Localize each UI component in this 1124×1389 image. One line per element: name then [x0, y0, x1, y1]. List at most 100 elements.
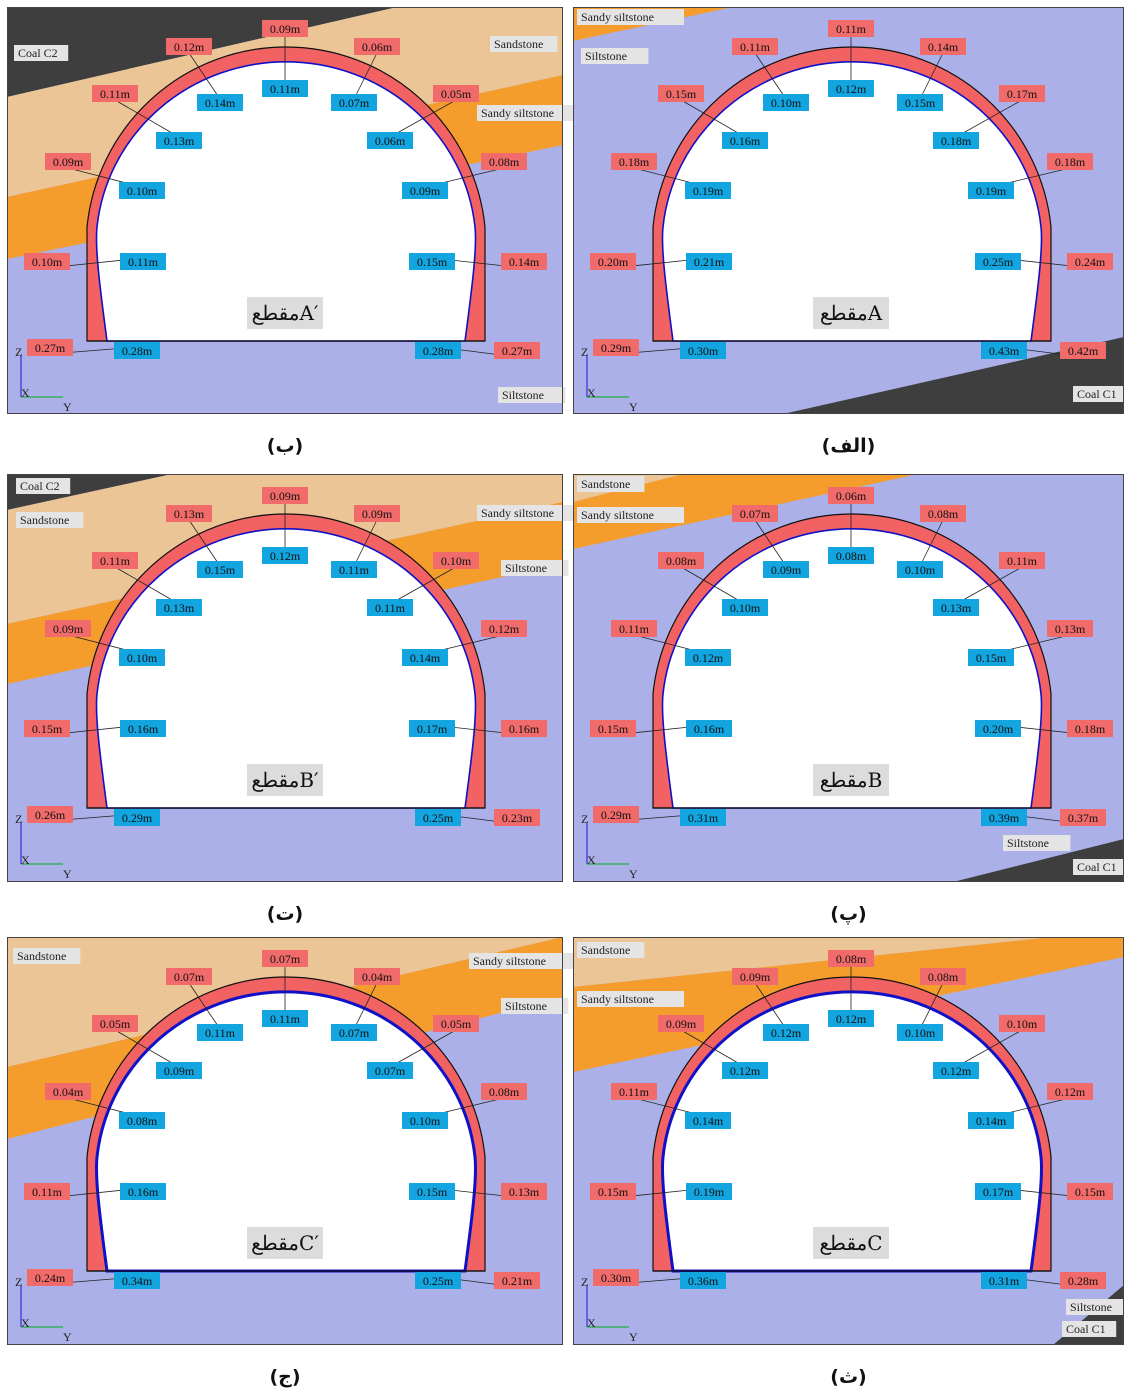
inner-thickness-box: [119, 182, 165, 199]
section-label: مقطعA′: [252, 301, 319, 325]
outer-thickness-label: 0.09m: [53, 155, 84, 169]
outer-thickness-label: 0.09m: [53, 622, 84, 636]
leader-line: [754, 982, 787, 1030]
outer-thickness-label: 0.11m: [740, 40, 771, 54]
outer-thickness-box: [1060, 1272, 1106, 1289]
outer-thickness-label: 0.10m: [441, 554, 472, 568]
outer-thickness-label: 0.11m: [100, 554, 131, 568]
inner-thickness-label: 0.16m: [730, 134, 761, 148]
outer-thickness-box: [481, 1083, 527, 1100]
leader-line: [353, 519, 378, 567]
outer-thickness-label: 0.29m: [601, 808, 632, 822]
panel-caption: (ت): [267, 903, 303, 925]
inner-thickness-label: 0.25m: [423, 811, 454, 825]
inner-thickness-label: 0.11m: [270, 82, 301, 96]
inner-thickness-label: 0.11m: [205, 1026, 236, 1040]
outer-thickness-label: 0.26m: [35, 808, 66, 822]
leader-line: [188, 52, 221, 100]
panel-p: 0.06m 0.07m 0.08m 0.08m 0.11m 0.11m 0.13m 0.15m…: [573, 474, 1124, 882]
panel-alef: 0.11m 0.11m 0.14m 0.15m 0.17m 0.18m 0.18m 0.20m…: [573, 7, 1124, 414]
inner-thickness-label: 0.19m: [976, 184, 1007, 198]
inner-thickness-label: 0.39m: [989, 811, 1020, 825]
outer-thickness-label: 0.13m: [1055, 622, 1086, 636]
inner-thickness-box: [680, 1272, 726, 1289]
outer-thickness-label: 0.13m: [509, 1185, 540, 1199]
panel-frame: [7, 937, 563, 1345]
outer-thickness-box: [828, 487, 874, 504]
outer-thickness-label: 0.07m: [270, 952, 301, 966]
layer-label: Coal C2: [20, 479, 60, 493]
inner-thickness-box: [331, 561, 377, 578]
outer-thickness-label: 0.06m: [836, 489, 867, 503]
leader-line: [114, 99, 180, 138]
inner-thickness-label: 0.14m: [693, 1114, 724, 1128]
inner-thickness-box: [828, 1010, 874, 1027]
layer-label: Siltstone: [505, 999, 547, 1013]
layer-label: Sandstone: [494, 37, 543, 51]
inner-thickness-label: 0.29m: [122, 811, 153, 825]
x-axis-label: X: [587, 1316, 596, 1330]
inner-thickness-box: [686, 720, 732, 737]
inner-thickness-label: 0.08m: [836, 549, 867, 563]
inner-thickness-label: 0.13m: [164, 134, 195, 148]
inner-thickness-box: [897, 1024, 943, 1041]
leader-line: [919, 52, 944, 100]
inner-thickness-label: 0.11m: [339, 563, 370, 577]
outer-thickness-label: 0.18m: [1075, 722, 1106, 736]
layer-label-box: [477, 505, 584, 521]
inner-thickness-label: 0.34m: [122, 1274, 153, 1288]
inner-thickness-label: 0.14m: [410, 651, 441, 665]
inner-thickness-box: [968, 182, 1014, 199]
inner-thickness-box: [156, 132, 202, 149]
inner-thickness-box: [685, 1112, 731, 1129]
inner-thickness-label: 0.12m: [693, 651, 724, 665]
x-axis-label: X: [21, 386, 30, 400]
leader-line: [353, 52, 378, 100]
outer-thickness-label: 0.08m: [666, 554, 697, 568]
outer-thickness-box: [433, 552, 479, 569]
layer-label: Coal C2: [18, 46, 58, 60]
outer-thickness-box: [658, 552, 704, 569]
outer-thickness-label: 0.24m: [1075, 255, 1106, 269]
outer-thickness-box: [166, 505, 212, 522]
outer-thickness-label: 0.11m: [32, 1185, 63, 1199]
outer-thickness-box: [1060, 342, 1106, 359]
layer-label-box: [498, 387, 566, 403]
y-axis-label: Y: [629, 400, 638, 414]
inner-thickness-label: 0.10m: [905, 563, 936, 577]
inner-thickness-label: 0.25m: [983, 255, 1014, 269]
outer-thickness-box: [593, 806, 639, 823]
inner-thickness-box: [120, 1183, 166, 1200]
inner-thickness-box: [763, 94, 809, 111]
inner-thickness-label: 0.07m: [375, 1064, 406, 1078]
outer-thickness-label: 0.27m: [502, 344, 533, 358]
inner-thickness-box: [114, 809, 160, 826]
outer-thickness-box: [1047, 1083, 1093, 1100]
outer-thickness-box: [481, 153, 527, 170]
outer-thickness-label: 0.10m: [32, 255, 63, 269]
panel-caption: (ج): [269, 1366, 300, 1388]
outer-thickness-label: 0.11m: [836, 22, 867, 36]
outer-thickness-label: 0.08m: [489, 1085, 520, 1099]
leader-line: [955, 566, 1023, 605]
layer-label: Sandy siltstone: [581, 10, 654, 24]
outer-thickness-box: [611, 1083, 657, 1100]
outer-thickness-box: [920, 505, 966, 522]
outer-thickness-label: 0.13m: [174, 507, 205, 521]
tunnel-opening: [661, 528, 1043, 809]
leader-line: [754, 519, 787, 567]
section-label: مقطعB: [820, 768, 883, 792]
outer-thickness-box: [828, 20, 874, 37]
inner-thickness-label: 0.11m: [128, 255, 159, 269]
leader-line: [955, 1029, 1023, 1068]
inner-thickness-label: 0.12m: [730, 1064, 761, 1078]
outer-thickness-box: [658, 1015, 704, 1032]
section-label-box: [247, 764, 323, 796]
outer-thickness-label: 0.06m: [362, 40, 393, 54]
leader-line: [353, 982, 378, 1030]
inner-thickness-label: 0.08m: [127, 1114, 158, 1128]
inner-thickness-box: [686, 1183, 732, 1200]
outer-thickness-label: 0.29m: [601, 341, 632, 355]
outer-thickness-label: 0.11m: [100, 87, 131, 101]
outer-thickness-label: 0.07m: [740, 507, 771, 521]
